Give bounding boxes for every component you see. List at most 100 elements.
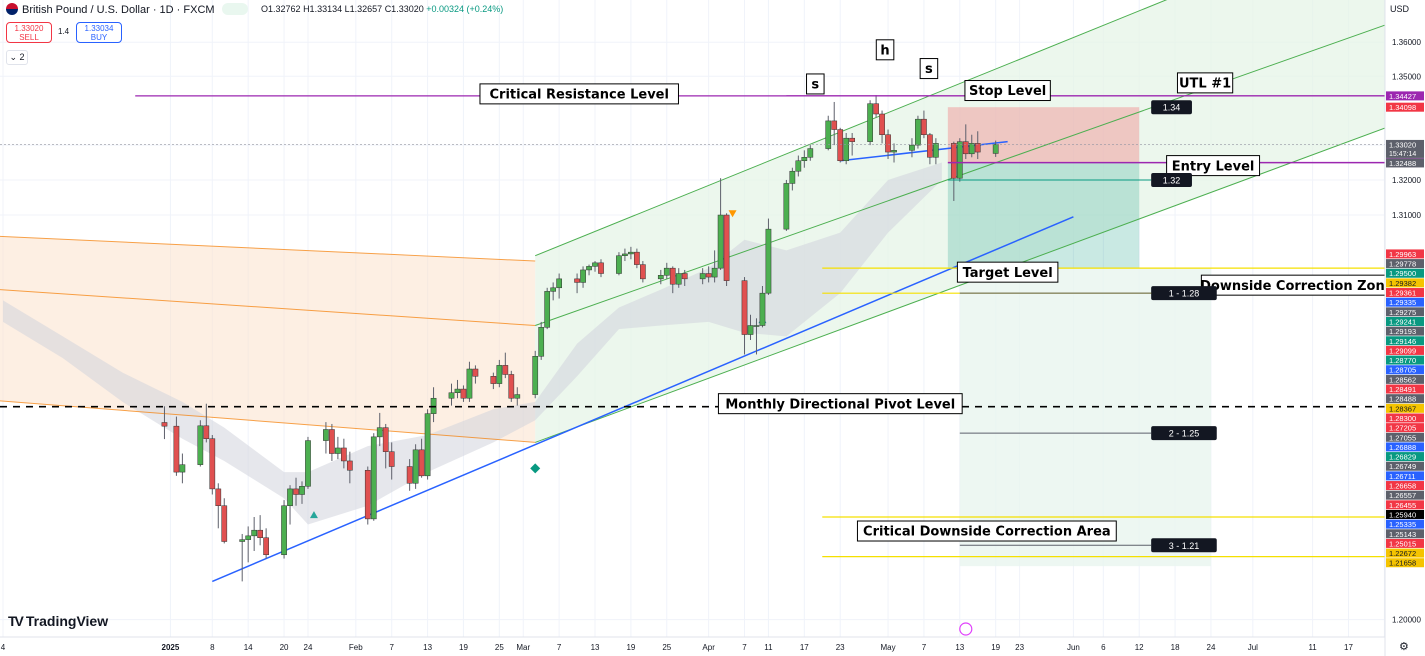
candle-up	[783, 183, 790, 230]
axis-price-tag	[1386, 471, 1424, 481]
ohlc-change: +0.00324 (+0.24%)	[426, 4, 504, 14]
axis-price-tag	[1386, 158, 1424, 168]
pattern-right-shoulder-label: s	[919, 58, 939, 80]
monthly-pivot-label: Monthly Directional Pivot Level	[717, 393, 963, 415]
time-tick-label: 17	[1344, 643, 1353, 652]
buy-price: 1.33034	[84, 24, 114, 33]
time-tick-label: 13	[591, 643, 600, 652]
candle-down	[837, 129, 844, 162]
candle-up	[699, 273, 706, 280]
axis-price-tag-text: 1.34098	[1389, 103, 1416, 112]
axis-price-tag-text: 1.25940	[1389, 510, 1416, 519]
candle-up	[663, 267, 670, 276]
candle-up	[580, 269, 586, 283]
time-tick-label: 20	[280, 643, 289, 652]
axis-price-tag-text: 1.29335	[1389, 298, 1416, 307]
target-tag-1-21-text: 3 - 1.21	[1169, 541, 1200, 551]
market-status-icon[interactable]	[222, 3, 248, 15]
utl-1-label-text: UTL #1	[1179, 77, 1231, 92]
indicator-count: 2	[19, 52, 25, 62]
stop-level-label-text: Stop Level	[969, 84, 1046, 99]
axis-price-tag	[1386, 326, 1424, 336]
candle-up	[586, 266, 592, 271]
time-tick-label: Apr	[702, 643, 715, 652]
axis-price-tag-text: 1.28300	[1389, 414, 1416, 423]
axis-price-tag-text: 1.29963	[1389, 250, 1416, 259]
axis-price-tag-text: 1.28770	[1389, 356, 1416, 365]
candle-up	[514, 394, 521, 399]
downside-correction-zone-label: Downside Correction Zone	[1200, 274, 1394, 296]
time-tick-label: Mar	[516, 643, 530, 652]
candle-down	[508, 374, 515, 399]
axis-price-tag	[1386, 442, 1424, 452]
target-tag-1-25-box	[1151, 426, 1217, 441]
lightning-icon	[959, 622, 973, 636]
candle-down	[329, 429, 335, 454]
candle-up	[867, 103, 873, 142]
orange-channel-fill	[0, 236, 536, 443]
time-axis[interactable]: 4 2025 8 14 20 24 Feb 7 13 19 25 Mar 7 13 19 25 Apr 7 11 17…	[0, 622, 1385, 652]
axis-price-tag	[1386, 509, 1424, 519]
axis-price-tag	[1386, 91, 1424, 101]
candle-down	[257, 529, 263, 538]
time-tick-label: 12	[1135, 643, 1144, 652]
candle-down	[346, 460, 353, 471]
sell-price: 1.33020	[14, 24, 44, 33]
axis-price-tag-text: 1.26888	[1389, 443, 1416, 452]
axis-price-tag	[1386, 394, 1424, 404]
axis-price-tag	[1386, 548, 1424, 558]
logo-text: TradingView	[25, 613, 109, 629]
candle-down	[263, 537, 269, 556]
time-tick-label: 23	[1015, 643, 1024, 652]
axis-price-tag	[1386, 558, 1424, 568]
indicators-toggle[interactable]: ⌄ 2	[6, 50, 28, 65]
axis-price-tag	[1386, 529, 1424, 539]
axis-price-tag-text: 1.25015	[1389, 539, 1416, 548]
candle-down	[388, 451, 395, 467]
axis-price-tag-text: 1.29241	[1389, 317, 1416, 326]
candle-up	[628, 251, 634, 255]
gear-icon[interactable]: ⚙	[1399, 641, 1409, 653]
axis-price-tag	[1386, 403, 1424, 413]
price-tick-label: 1.20000	[1392, 616, 1421, 625]
time-tick-label: 17	[800, 643, 809, 652]
axis-price-tag-text: 1.29382	[1389, 279, 1416, 288]
candle-up	[747, 325, 754, 335]
price-axis[interactable]: 1.360001.350001.330001.320001.310001.200…	[1384, 0, 1425, 656]
candle-up	[454, 388, 461, 393]
candle-down	[885, 134, 891, 153]
axis-price-tag-text: 1.32488	[1389, 159, 1416, 168]
candle-up	[550, 287, 557, 292]
orange-channel-line	[0, 400, 536, 443]
tradingview-logo[interactable]: TV TradingView	[8, 613, 108, 629]
price-tick-label: 1.32000	[1392, 176, 1421, 185]
entry-level-label: Entry Level	[1166, 155, 1261, 177]
candle-down	[173, 425, 180, 473]
axis-price-tag	[1386, 384, 1424, 394]
currency-label[interactable]: USD	[1390, 4, 1410, 14]
sell-button[interactable]: 1.33020 SELL	[6, 22, 52, 43]
candle-down	[293, 488, 299, 495]
candle-down	[418, 449, 425, 477]
axis-price-tag-text: 1.29193	[1389, 327, 1416, 336]
target-tag-1-32: 1.32	[1151, 172, 1192, 187]
buy-button[interactable]: 1.33034 BUY	[76, 22, 122, 43]
time-tick-label: 8	[210, 643, 215, 652]
time-tick-label: 25	[662, 643, 671, 652]
gbp-flag-icon	[6, 3, 18, 15]
symbol-title[interactable]: British Pound / U.S. Dollar · 1D · FXCM	[22, 4, 215, 16]
orange-channel-line	[0, 235, 536, 262]
time-tick-label: 7	[742, 643, 747, 652]
axis-price-tag-text: 1.26829	[1389, 453, 1416, 462]
candle-down	[849, 137, 856, 142]
axis-price-tag-text: 1.27205	[1389, 424, 1416, 433]
ohlc-readout: O1.32762 H1.33134 L1.32657 C1.33020 +0.0…	[261, 4, 503, 14]
candle-up	[915, 118, 921, 146]
axis-price-tag	[1386, 297, 1424, 307]
candle-up	[807, 148, 814, 158]
candle-down	[490, 376, 497, 384]
stop-tag-text: 1.34	[1163, 103, 1181, 113]
candle-up	[992, 144, 999, 154]
downside-correction-zone-label-text: Downside Correction Zone	[1200, 279, 1394, 294]
